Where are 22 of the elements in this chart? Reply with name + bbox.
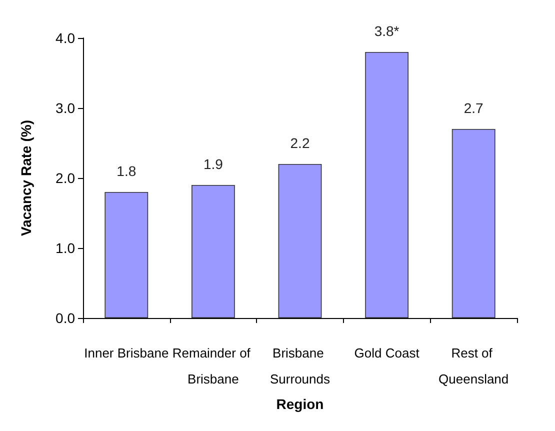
x-tick-label: Gold Coast	[354, 346, 420, 360]
y-tick-label: 1.0	[56, 240, 76, 256]
y-tick-label: 4.0	[56, 30, 76, 46]
data-label: 2.2	[290, 135, 310, 151]
y-tick-label: 3.0	[56, 100, 76, 116]
data-label: 3.8*	[374, 23, 400, 39]
x-tick-label: Brisbane Surrounds	[270, 346, 330, 386]
x-tick-label: Rest of Queensland	[438, 346, 509, 386]
data-label: 1.8	[116, 163, 136, 179]
y-tick-label: 2.0	[56, 170, 76, 186]
x-axis-title: Region	[276, 396, 324, 412]
data-label: 1.9	[203, 156, 224, 172]
x-tick-label: Inner Brisbane	[84, 346, 169, 360]
x-tick-label: Remainder of Brisbane	[172, 346, 254, 386]
bar	[452, 129, 496, 318]
y-axis-title: Vacancy Rate (%)	[18, 120, 34, 236]
bar	[365, 52, 408, 318]
bar	[104, 192, 148, 318]
data-label: 2.7	[464, 100, 484, 116]
bar	[192, 185, 235, 318]
y-tick-label: 0.0	[56, 310, 76, 326]
bar	[278, 164, 322, 318]
